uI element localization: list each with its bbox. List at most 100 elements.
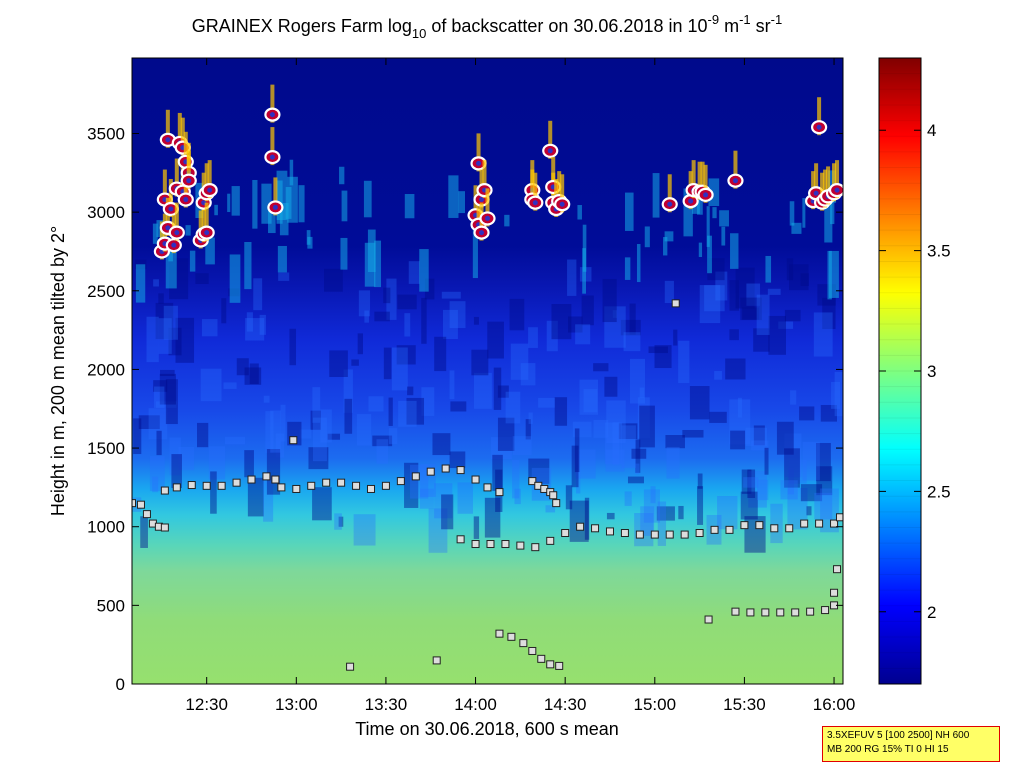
- texture-patch: [746, 283, 761, 306]
- cloud-streak: [183, 169, 188, 208]
- texture-patch: [457, 482, 473, 514]
- cloud-base-marker-core: [168, 206, 174, 212]
- aerosol-layer-marker: [132, 499, 136, 508]
- y-tick-label: 0: [116, 675, 125, 694]
- texture-patch: [520, 363, 536, 386]
- texture-patch: [244, 450, 254, 478]
- texture-patch: [800, 484, 823, 502]
- texture-patch: [756, 479, 769, 501]
- cloud-streak: [835, 160, 840, 199]
- texture-patch: [153, 380, 168, 392]
- texture-patch: [223, 382, 237, 389]
- aerosol-layer-marker: [830, 519, 839, 528]
- texture-patch: [197, 422, 209, 448]
- x-tick-label: 16:00: [813, 695, 856, 714]
- cloud-streak: [530, 169, 535, 208]
- texture-streak: [165, 238, 177, 289]
- texture-patch: [408, 261, 420, 284]
- aerosol-layer-marker: [516, 541, 525, 550]
- texture-streak: [712, 207, 717, 219]
- cloud-base-marker-core: [532, 200, 538, 206]
- texture-patch: [800, 273, 809, 286]
- colorbar-tick-label: 2.5: [927, 482, 951, 501]
- aerosol-layer-marker: [471, 475, 480, 484]
- aerosol-layer-marker: [755, 521, 764, 530]
- aerosol-layer-marker: [142, 510, 151, 519]
- texture-streak: [404, 194, 415, 219]
- texture-patch: [383, 287, 391, 304]
- texture-patch: [768, 315, 786, 355]
- texture-patch: [178, 446, 195, 471]
- texture-patch: [643, 489, 660, 523]
- texture-patch: [398, 400, 417, 427]
- cloud-base-marker-core: [476, 160, 482, 166]
- texture-patch: [748, 471, 767, 508]
- texture-patch: [376, 439, 389, 464]
- texture-patch: [473, 316, 479, 325]
- x-tick-label: 14:30: [544, 695, 587, 714]
- texture-patch: [148, 408, 168, 440]
- aerosol-layer-marker: [507, 632, 516, 641]
- texture-patch: [689, 386, 710, 420]
- aerosol-layer-marker: [292, 484, 301, 493]
- cloud-streak: [703, 164, 708, 203]
- y-tick-label: 1500: [87, 439, 125, 458]
- cloud-base-marker-core: [703, 192, 709, 198]
- texture-patch: [156, 430, 162, 456]
- texture-patch: [163, 305, 178, 340]
- texture-patch: [799, 406, 815, 421]
- texture-patch: [770, 503, 783, 544]
- title-sup-3: -1: [771, 12, 783, 27]
- x-axis: 12:30 13:00 13:30 14:00 14:30 15:00 15:30 16:00: [185, 58, 855, 714]
- texture-patch: [270, 410, 281, 453]
- aerosol-layer-marker: [546, 660, 555, 669]
- texture-patch: [245, 318, 265, 341]
- texture-streak: [828, 250, 839, 298]
- chart-title: GRAINEX Rogers Farm log10 of backscatter…: [192, 12, 782, 41]
- aerosol-layer-marker: [833, 565, 842, 574]
- texture-patch: [289, 328, 297, 366]
- texture-patch: [474, 372, 492, 409]
- texture-streak: [231, 186, 240, 216]
- texture-patch: [155, 401, 177, 408]
- texture-patch: [244, 367, 262, 385]
- texture-patch: [742, 307, 760, 320]
- texture-patch: [789, 460, 807, 484]
- texture-patch: [509, 298, 525, 331]
- texture-patch: [160, 369, 175, 377]
- texture-patch: [132, 497, 142, 512]
- cloud-streak: [482, 160, 487, 199]
- cloud-streak: [560, 174, 565, 213]
- aerosol-layer-marker: [187, 481, 196, 490]
- x-tick-label: 13:30: [365, 695, 408, 714]
- texture-patch: [612, 422, 620, 466]
- texture-streak: [341, 190, 348, 222]
- cloud-streak: [832, 163, 837, 202]
- cloud-streak: [204, 163, 209, 202]
- texture-patch: [715, 271, 728, 301]
- aerosol-layer-marker: [381, 481, 390, 490]
- texture-patch: [678, 505, 684, 520]
- texture-patch: [140, 516, 148, 548]
- texture-patch: [813, 312, 833, 357]
- texture-patch: [154, 386, 165, 408]
- texture-patch: [682, 429, 704, 438]
- texture-patch: [717, 496, 738, 530]
- texture-patch: [396, 345, 416, 365]
- cloud-streak: [700, 161, 705, 200]
- aerosol-layer-marker: [271, 475, 280, 484]
- texture-patch: [169, 437, 181, 476]
- texture-patch: [497, 385, 509, 398]
- cloud-streak: [174, 202, 179, 241]
- texture-patch: [374, 311, 390, 322]
- texture-patch: [579, 379, 599, 415]
- cloud-base-marker-core: [186, 178, 192, 184]
- cloud-streak: [697, 161, 702, 200]
- texture-patch: [568, 316, 583, 333]
- texture-streak: [644, 226, 650, 248]
- texture-patch: [210, 471, 217, 514]
- texture-patch: [640, 506, 655, 536]
- texture-streak: [765, 255, 772, 283]
- cloud-base-markers: [153, 84, 843, 260]
